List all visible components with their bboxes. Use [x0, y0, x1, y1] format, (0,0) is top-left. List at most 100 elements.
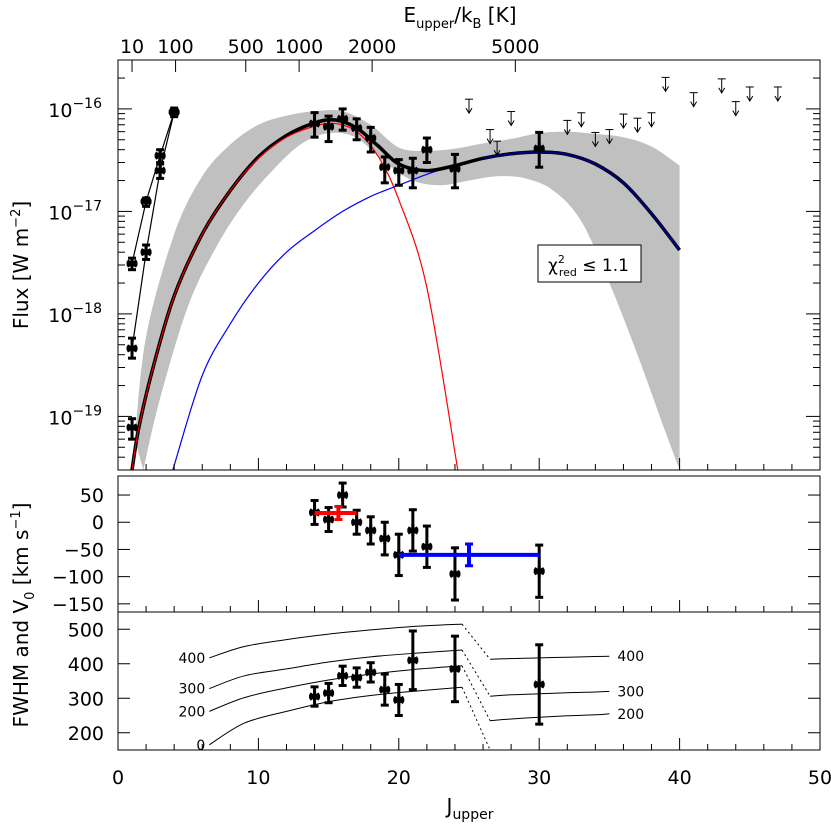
top-axis-tick-label: 1000 [275, 36, 323, 58]
fwhm-curve-label: 0 [196, 738, 205, 754]
marker-stroke [337, 671, 349, 680]
top-axis-title: Eupper/kB [K] [403, 3, 516, 32]
total-model-curve-blue-part [482, 150, 681, 251]
flux-plot-area [130, 109, 681, 470]
upper-limit-head [732, 110, 740, 117]
x-axis-title: Jupper [445, 794, 494, 823]
velocity-data-point [449, 568, 461, 580]
marker-stroke [393, 166, 405, 175]
flux-data-point [421, 144, 433, 156]
flux-panel-frame [117, 59, 821, 471]
upper-limit-head [465, 107, 473, 115]
fwhm-curve-label: 300 [179, 682, 206, 698]
fwhm-velocity-axis-title: FWHM and V0 [km s−1] [9, 503, 38, 728]
fwhm-data-point [365, 666, 377, 678]
y-tick-label: 10−18 [48, 301, 102, 327]
top-axis-tick-label: 100 [157, 36, 193, 58]
upper-limit-arrow [605, 129, 614, 145]
x-tick-label: 0 [112, 767, 124, 789]
fwhm-dotted-link [461, 623, 491, 660]
marker-stroke [533, 567, 545, 576]
upper-limit-arrow [633, 117, 642, 134]
velocity-data-point [323, 514, 335, 526]
x-tick-label: 30 [527, 767, 551, 789]
velocity-tick-label: 0 [92, 512, 104, 534]
upper-limit-head [605, 138, 613, 145]
upper-limit-head [690, 101, 698, 108]
marker-stroke [533, 144, 545, 153]
flux-data-point [126, 258, 138, 270]
upper-limit-arrow [661, 76, 670, 93]
fwhm-model-curve [490, 690, 610, 697]
marker-stroke [393, 695, 405, 705]
flux-data-point [365, 132, 377, 144]
marker-stroke [351, 518, 363, 527]
y-tick-label: 10−17 [48, 198, 102, 224]
flux-data-point [533, 143, 545, 155]
velocity-tick-label: −150 [52, 594, 104, 616]
upper-limit-arrow [577, 112, 586, 128]
y-tick-label: 10−16 [48, 96, 102, 122]
marker-stroke [154, 151, 166, 160]
marker-stroke [421, 542, 433, 551]
flux-data-point [140, 246, 152, 258]
upper-limit-arrow [647, 112, 656, 128]
flux-data-point [323, 121, 335, 133]
fwhm-data-point [309, 691, 321, 703]
upper-limit-arrow [619, 113, 628, 130]
marker-stroke [309, 119, 321, 128]
upper-limit-head [507, 120, 515, 127]
fwhm-model-curve [490, 713, 610, 722]
red-mean-velocity [314, 504, 357, 522]
flux-data-point [407, 165, 419, 177]
marker-stroke [337, 114, 349, 123]
fwhm-model-curve [209, 665, 463, 712]
velocity-tick-label: −100 [52, 567, 104, 589]
fwhm-curve-label: 400 [179, 651, 206, 667]
velocity-data-point [407, 524, 419, 536]
upper-limit-arrow [493, 140, 502, 157]
upper-limit-head [746, 95, 754, 102]
fwhm-curve-label: 300 [617, 684, 644, 700]
marker-stroke [365, 526, 377, 535]
marker-stroke [140, 248, 152, 257]
top-axis-tick-label: 5000 [491, 36, 539, 58]
upper-limit-head [774, 95, 782, 102]
observed-line-upper [131, 111, 175, 264]
fwhm-panel-frame [117, 611, 821, 751]
marker-stroke [323, 122, 335, 131]
marker-stroke [140, 197, 152, 206]
top-axis-tick-label: 2000 [348, 36, 396, 58]
fwhm-data-point [449, 663, 461, 675]
upper-limit-head [718, 87, 726, 94]
fwhm-model-curve [209, 686, 463, 746]
observed-line-lower [131, 111, 175, 349]
fwhm-dotted-link [461, 665, 491, 721]
fwhm-data-point [393, 694, 405, 706]
velocity-data-point [421, 541, 433, 553]
marker-stroke [379, 685, 391, 694]
blue-mean-velocity [398, 542, 540, 568]
upper-limit-arrow [563, 119, 572, 136]
marker-stroke [379, 534, 391, 543]
flux-data-point [379, 161, 391, 173]
annotation-text: χ2 red ≤ 1.1 [548, 253, 629, 279]
fwhm-curve-label: 200 [617, 707, 644, 723]
marker-stroke [168, 108, 180, 117]
fwhm-tick-label: 500 [68, 619, 104, 641]
marker-stroke [337, 490, 349, 500]
marker-stroke [449, 569, 461, 578]
marker-stroke [421, 145, 433, 154]
flux-data-point [154, 150, 166, 162]
fwhm-dotted-link [461, 649, 491, 697]
upper-limit-head [648, 121, 655, 128]
upper-limit-head [591, 141, 599, 148]
flux-data-point [140, 195, 152, 207]
marker-stroke [407, 526, 419, 535]
flux-data-point [154, 165, 166, 177]
velocity-tick-label: −50 [64, 539, 104, 561]
fwhm-data-point [379, 684, 391, 696]
marker-stroke [309, 692, 321, 701]
